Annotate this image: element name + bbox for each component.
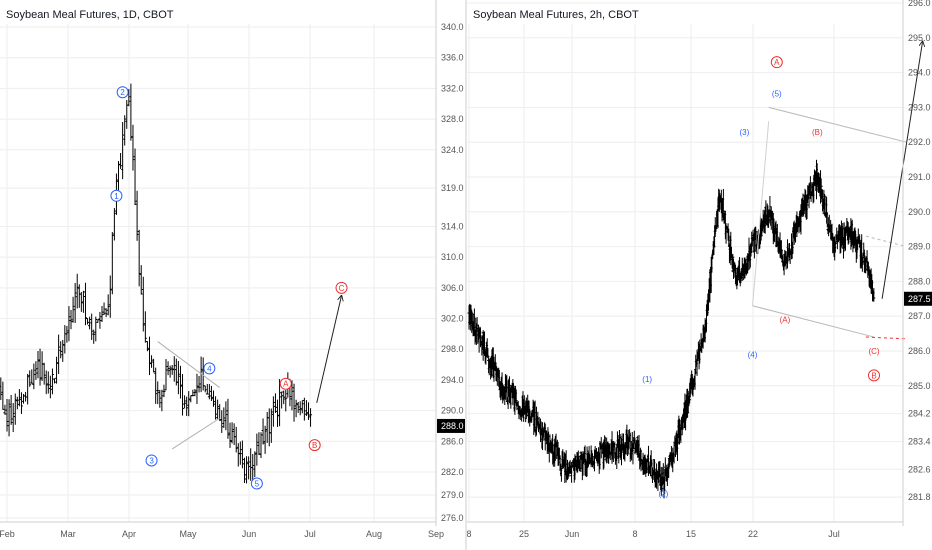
- x-tick-label: 8: [467, 529, 472, 539]
- y-tick-label: 290.0: [908, 207, 931, 217]
- x-tick-label: Jun: [242, 529, 257, 539]
- x-tick-label: Apr: [122, 529, 136, 539]
- channel-upper-ext: [865, 235, 907, 248]
- support-line: [865, 336, 907, 340]
- y-tick-label: 295.0: [908, 33, 931, 43]
- y-tick-label: 291.0: [908, 172, 931, 182]
- wave-label: (2): [659, 490, 669, 499]
- wave4-triangle-lower: [171, 417, 220, 450]
- y-tick-label: 279.0: [441, 490, 464, 500]
- y-tick-label: 306.0: [441, 283, 464, 293]
- last-price-badge: [437, 418, 465, 433]
- y-tick-label: 310.0: [441, 252, 464, 262]
- y-tick-label: 328.0: [441, 114, 464, 124]
- wave-label: (5): [772, 89, 782, 98]
- wave-label: A: [774, 58, 780, 67]
- y-tick-label: 284.2: [908, 409, 931, 419]
- y-tick-label: 276.0: [441, 513, 464, 523]
- wave-label: 1: [114, 192, 119, 201]
- projection-arrow: [316, 296, 342, 404]
- daily-chart-panel[interactable]: 1 2 3 4 5 A B C 340.0 336.0 332.0 328.0 324.0 319.0 3…: [0, 0, 465, 550]
- x-tick-label: 8: [632, 529, 637, 539]
- y-tick-label: 319.0: [441, 183, 464, 193]
- wave-label: 3: [149, 456, 154, 465]
- y-tick-label: 290.0: [441, 406, 464, 416]
- wave-label: C: [339, 284, 345, 293]
- wave-label: 4: [207, 364, 212, 373]
- last-price-badge: [904, 291, 932, 306]
- y-tick-label: 324.0: [441, 145, 464, 155]
- channel-upper: [768, 106, 907, 143]
- x-tick-label: Jun: [565, 529, 580, 539]
- wave4-triangle-upper: [157, 341, 220, 388]
- wave-label-circle: [279, 377, 292, 390]
- wave-label: A: [283, 380, 289, 389]
- wave3-line: [752, 121, 770, 306]
- wave-label-circle: [335, 281, 348, 294]
- y-tick-label: 292.0: [908, 137, 931, 147]
- chart-title: Soybean Meal Futures, 1D, CBOT: [6, 9, 174, 21]
- y-tick-label: 283.4: [908, 436, 931, 446]
- x-tick-label: Sep: [428, 529, 444, 539]
- last-price-label: 288.0: [441, 421, 464, 431]
- x-tick-label: Feb: [0, 529, 15, 539]
- wave-label: (4): [748, 350, 758, 359]
- x-tick-label: Jul: [828, 529, 840, 539]
- y-tick-label: 302.0: [441, 314, 464, 324]
- y-tick-label: 294.0: [441, 375, 464, 385]
- y-tick-label: 282.6: [908, 464, 931, 474]
- x-tick-label: May: [179, 529, 197, 539]
- projection-arrow: [881, 41, 923, 299]
- y-tick-label: 314.0: [441, 221, 464, 231]
- y-tick-label: 340.0: [441, 22, 464, 32]
- y-tick-label: 285.0: [908, 381, 931, 391]
- x-tick-label: 15: [686, 529, 696, 539]
- y-tick-label: 289.0: [908, 242, 931, 252]
- wave-label-circle: [145, 454, 158, 467]
- wave-label: (C): [868, 347, 879, 356]
- y-tick-label: 286.0: [441, 436, 464, 446]
- y-tick-label: 287.0: [908, 311, 931, 321]
- y-tick-label: 286.0: [908, 346, 931, 356]
- y-tick-label: 282.0: [441, 467, 464, 477]
- wave-label-circle: [250, 477, 263, 490]
- intraday-chart-panel[interactable]: (1) (2) (3) (4) (5) A (A) (B) (C) B 296.0 295.0 294…: [467, 0, 932, 550]
- chart-title: Soybean Meal Futures, 2h, CBOT: [473, 9, 639, 21]
- wave-label-circle: [110, 189, 123, 202]
- y-tick-label: 293.0: [908, 102, 931, 112]
- wave-label-circle: [868, 369, 880, 382]
- y-tick-label: 332.0: [441, 83, 464, 93]
- wave-label: B: [871, 371, 876, 380]
- wave-label: (1): [642, 375, 652, 384]
- wave-label: (A): [780, 316, 791, 325]
- wave-label: (3): [740, 128, 750, 137]
- wave-label: 5: [255, 479, 260, 488]
- x-tick-label: 22: [748, 529, 758, 539]
- y-tick-label: 281.8: [908, 492, 931, 502]
- y-tick-label: 294.0: [908, 68, 931, 78]
- wave-label: 2: [120, 88, 125, 97]
- y-tick-label: 336.0: [441, 53, 464, 63]
- y-tick-label: 296.0: [908, 0, 931, 8]
- channel-lower: [752, 305, 875, 338]
- last-price-label: 287.5: [908, 294, 931, 304]
- wave-label-circle: [203, 362, 216, 375]
- daily-chart: 1 2 3 4 5 A B C 340.0 336.0 332.0 328.0 324.0 319.0 3…: [0, 0, 465, 539]
- y-tick-label: 298.0: [441, 344, 464, 354]
- wave-label-circle: [308, 439, 321, 452]
- intraday-chart: (1) (2) (3) (4) (5) A (A) (B) (C) B 296.0 295.0 294…: [467, 0, 932, 539]
- wave-label: (B): [812, 128, 823, 137]
- x-tick-label: Jul: [304, 529, 316, 539]
- panel-divider[interactable]: [465, 0, 467, 550]
- wave-label-circle: [770, 56, 783, 69]
- x-tick-label: 25: [519, 529, 529, 539]
- wave-label: B: [312, 441, 317, 450]
- wave-label-circle: [116, 86, 129, 99]
- x-tick-label: Mar: [60, 529, 76, 539]
- x-tick-label: Aug: [366, 529, 382, 539]
- y-tick-label: 288.0: [908, 276, 931, 286]
